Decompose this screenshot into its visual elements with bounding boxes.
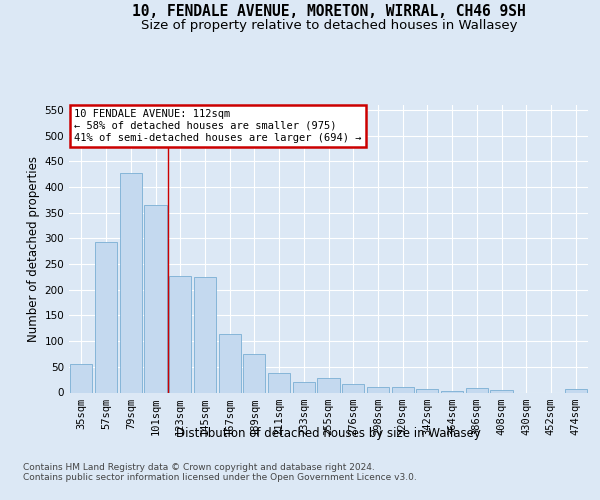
Bar (317, 378, 340, 392)
Bar (119, 173, 142, 392)
Bar (392, 388, 414, 392)
Bar (367, 388, 389, 392)
Bar (169, 276, 191, 392)
Bar (268, 373, 290, 392)
Bar (565, 389, 587, 392)
Bar (293, 382, 315, 392)
Y-axis label: Number of detached properties: Number of detached properties (27, 156, 40, 342)
Bar (466, 388, 488, 392)
Text: Size of property relative to detached houses in Wallasey: Size of property relative to detached ho… (140, 18, 517, 32)
Text: 10 FENDALE AVENUE: 112sqm
← 58% of detached houses are smaller (975)
41% of semi: 10 FENDALE AVENUE: 112sqm ← 58% of detac… (74, 110, 362, 142)
Bar (194, 277, 216, 392)
Bar (70, 364, 92, 392)
Bar (145, 205, 167, 392)
Text: Distribution of detached houses by size in Wallasey: Distribution of detached houses by size … (176, 428, 481, 440)
Bar (243, 354, 265, 393)
Bar (490, 390, 512, 392)
Bar (95, 242, 117, 392)
Text: 10, FENDALE AVENUE, MORETON, WIRRAL, CH46 9SH: 10, FENDALE AVENUE, MORETON, WIRRAL, CH4… (132, 4, 526, 18)
Bar (218, 334, 241, 392)
Text: Contains HM Land Registry data © Crown copyright and database right 2024.
Contai: Contains HM Land Registry data © Crown c… (23, 462, 416, 482)
Bar (416, 389, 439, 392)
Bar (342, 384, 364, 392)
Bar (441, 391, 463, 392)
